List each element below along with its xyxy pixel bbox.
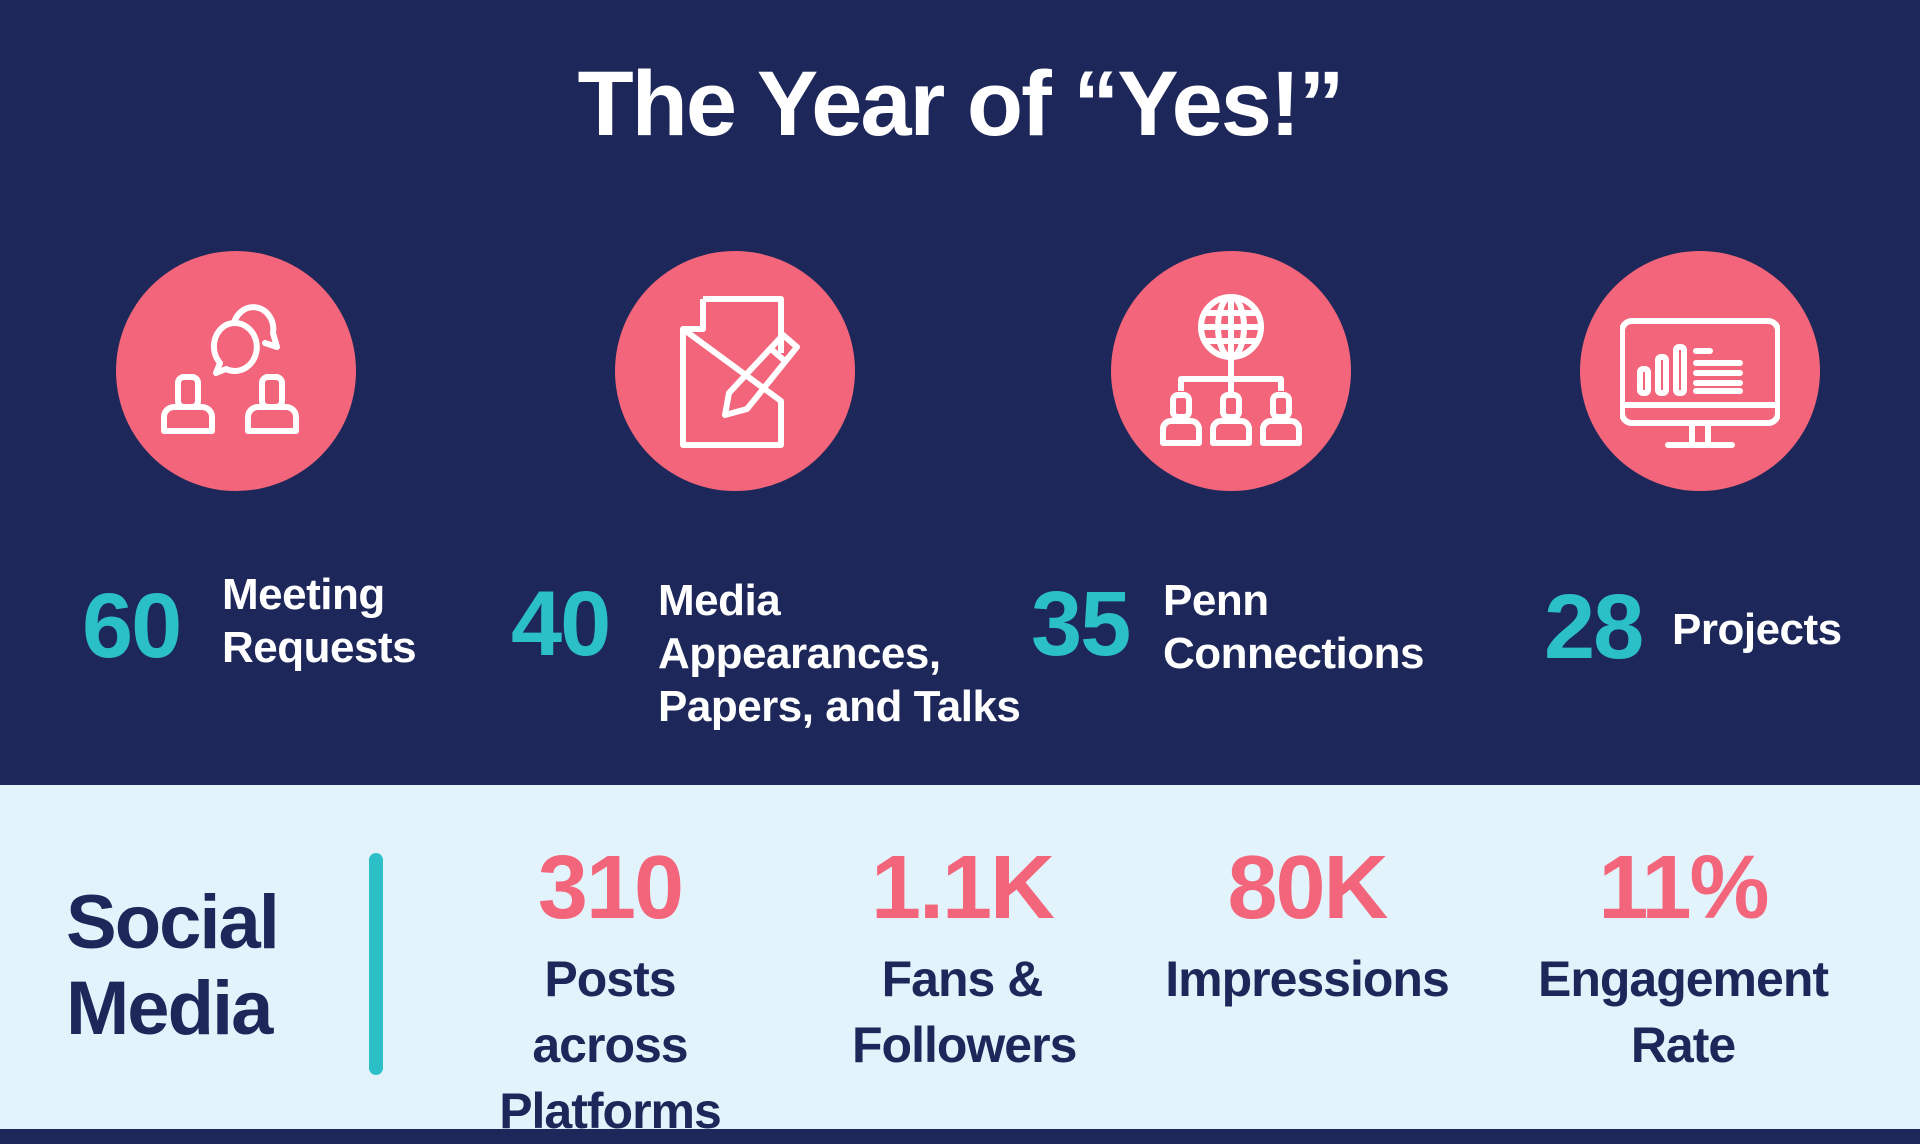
network-icon-circle: [1111, 251, 1351, 491]
social-label: Impressions: [1165, 951, 1450, 1007]
social-value: 1.1K: [870, 838, 1055, 938]
social-media-section: [0, 785, 1920, 1129]
social-label: Fans & Followers: [852, 951, 1077, 1073]
stat-value-media: 40: [511, 573, 611, 675]
stat-value-projects: 28: [1544, 576, 1644, 678]
monitor-icon-circle: [1580, 251, 1820, 491]
page-title: The Year of “Yes!”: [577, 53, 1344, 155]
social-stat-posts: 310 Posts across Platforms: [420, 838, 800, 1144]
social-stat-impressions: 80K Impressions: [1117, 838, 1497, 1012]
meeting-icon-circle: [116, 251, 356, 491]
social-label: Engagement Rate: [1537, 951, 1829, 1073]
social-value: 310: [537, 838, 684, 938]
meeting-chat-icon: [161, 304, 299, 434]
social-value: 80K: [1227, 838, 1388, 938]
stat-label-connections: Penn Connections: [1163, 576, 1424, 678]
globe-network-icon: [1160, 294, 1302, 446]
monitor-chart-icon: [1620, 318, 1780, 448]
social-stat-fans: 1.1K Fans & Followers: [772, 838, 1152, 1078]
stat-label-meetings: Meeting Requests: [222, 570, 417, 672]
document-pencil-icon: [680, 296, 800, 448]
document-icon-circle: [615, 251, 855, 491]
social-stat-engagement: 11% Engagement Rate: [1493, 838, 1873, 1078]
social-label: Posts across Platforms: [499, 951, 722, 1139]
divider-bar: [369, 853, 383, 1075]
stat-label-projects: Projects: [1672, 605, 1842, 654]
stat-value-meetings: 60: [82, 575, 182, 677]
stat-label-media: Media Appearances, Papers, and Talks: [658, 576, 1021, 731]
stat-value-connections: 35: [1031, 573, 1131, 675]
social-value: 11%: [1598, 838, 1769, 938]
social-media-heading: Social Media: [66, 880, 280, 1051]
